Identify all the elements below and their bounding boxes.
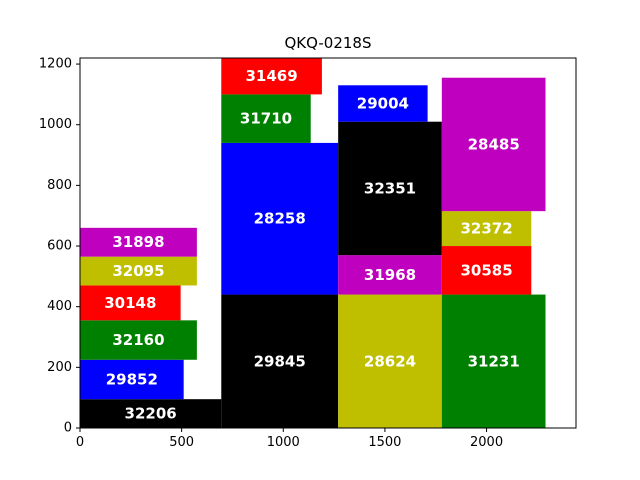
box-32206: 32206 — [80, 399, 222, 428]
box-rect — [80, 359, 184, 400]
box-31968: 31968 — [338, 255, 442, 295]
box-rect — [80, 399, 222, 428]
x-tick-label: 1500 — [368, 435, 401, 450]
box-28624: 28624 — [338, 294, 442, 428]
box-rect — [221, 294, 339, 428]
box-rect — [441, 294, 546, 428]
box-label: 32160 — [112, 331, 164, 349]
box-32351: 32351 — [338, 121, 442, 256]
box-label: 31968 — [364, 266, 416, 284]
x-tick-label: 0 — [76, 435, 84, 450]
box-rect — [338, 255, 442, 295]
box-label: 29845 — [254, 352, 306, 370]
box-rect — [441, 77, 546, 212]
box-label: 30585 — [460, 261, 512, 279]
box-label: 31231 — [468, 352, 520, 370]
box-32095: 32095 — [80, 256, 197, 286]
box-rect — [338, 121, 442, 256]
box-rect — [221, 142, 339, 295]
box-rect — [80, 227, 197, 257]
box-label: 31898 — [112, 233, 164, 251]
box-31710: 31710 — [221, 94, 311, 143]
box-label: 32351 — [364, 179, 416, 197]
box-label: 28624 — [364, 352, 416, 370]
y-axis: 0 200 400 600 800 1000 1200 — [39, 57, 80, 436]
box-label: 32095 — [112, 262, 164, 280]
box-label: 28258 — [254, 210, 306, 228]
box-29852: 29852 — [80, 359, 184, 400]
box-label: 29004 — [357, 94, 409, 112]
box-rect — [221, 58, 322, 95]
box-rect — [221, 94, 311, 143]
box-label: 31469 — [245, 67, 297, 85]
box-rect — [80, 320, 197, 360]
box-rect — [441, 246, 532, 295]
x-tick-label: 1000 — [267, 435, 300, 450]
box-rect — [338, 294, 442, 428]
box-29845: 29845 — [221, 294, 339, 428]
y-tick-label: 1200 — [39, 57, 72, 72]
chart-title: QKQ-0218S — [285, 34, 372, 52]
box-label: 29852 — [106, 370, 158, 388]
box-28485: 28485 — [441, 77, 546, 212]
box-label: 32372 — [460, 220, 512, 238]
box-28258: 28258 — [221, 142, 339, 295]
box-29004: 29004 — [338, 85, 428, 122]
box-rect — [441, 211, 532, 247]
y-tick-label: 800 — [47, 178, 72, 193]
x-tick-label: 2000 — [470, 435, 503, 450]
box-rect — [80, 285, 181, 321]
y-tick-label: 600 — [47, 239, 72, 254]
box-30148: 30148 — [80, 285, 181, 321]
y-tick-label: 400 — [47, 299, 72, 314]
box-31469: 31469 — [221, 58, 322, 95]
x-tick-label: 500 — [169, 435, 194, 450]
box-rect — [338, 85, 428, 122]
plot-frame — [79, 57, 577, 429]
box-31231: 31231 — [441, 294, 546, 428]
y-tick-label: 1000 — [39, 117, 72, 132]
box-31898: 31898 — [80, 227, 197, 257]
box-label: 31710 — [240, 110, 292, 128]
y-tick-label: 200 — [47, 360, 72, 375]
x-axis: 0 500 1000 1500 2000 — [76, 428, 503, 450]
box-label: 32206 — [125, 405, 177, 423]
box-label: 30148 — [104, 294, 156, 312]
box-rect — [80, 256, 197, 286]
box-32160: 32160 — [80, 320, 197, 360]
box-32372: 32372 — [441, 211, 532, 247]
box-label: 28485 — [468, 135, 520, 153]
boxes-layer: 32206 29852 32160 30148 32095 31898 29845 28258… — [80, 58, 546, 428]
box-30585: 30585 — [441, 246, 532, 295]
y-tick-label: 0 — [64, 421, 72, 436]
